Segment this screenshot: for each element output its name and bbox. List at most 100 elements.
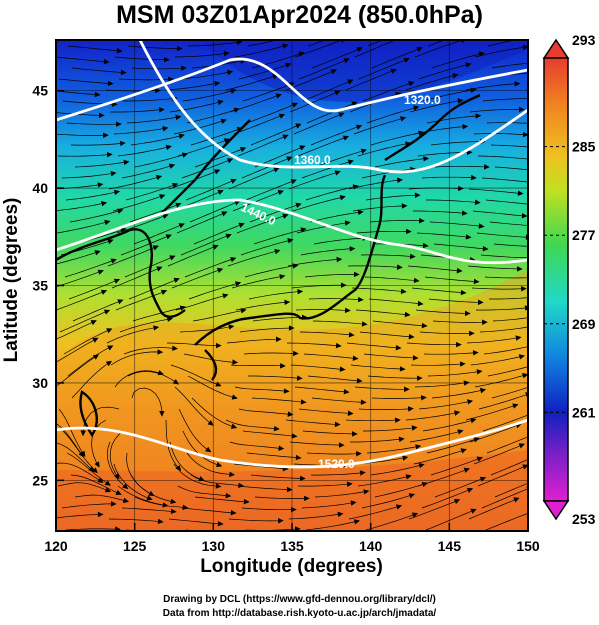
streamline	[479, 326, 528, 333]
streamline-arrow	[590, 250, 595, 254]
streamline-arrow	[477, 299, 484, 306]
streamline-arrow	[287, 411, 294, 417]
streamline-arrow	[360, 399, 367, 405]
streamline	[371, 397, 427, 399]
streamline-arrow	[294, 526, 301, 531]
streamline-arrow	[220, 118, 227, 125]
streamline-arrow	[519, 106, 525, 113]
streamline-arrow	[356, 47, 363, 53]
streamline	[130, 474, 176, 503]
streamline	[363, 353, 418, 359]
streamline	[425, 508, 477, 531]
streamline-arrow	[474, 199, 481, 206]
streamline-arrow	[295, 454, 302, 461]
streamline-arrow	[465, 234, 472, 240]
streamline	[130, 134, 185, 146]
streamline	[56, 56, 109, 63]
streamline-arrow	[347, 159, 354, 165]
streamline	[121, 164, 175, 179]
streamline	[125, 183, 178, 201]
streamline	[61, 172, 116, 179]
streamline	[173, 463, 221, 487]
streamline-arrow	[539, 224, 544, 228]
colorbar-bottom-arrow	[542, 500, 570, 521]
streamline-arrow	[404, 311, 411, 318]
streamline	[68, 279, 120, 300]
streamline	[422, 89, 476, 102]
streamline	[405, 74, 458, 91]
streamline-arrow	[588, 490, 593, 494]
streamline-arrow	[284, 299, 291, 306]
streamline-arrow	[119, 140, 126, 147]
streamline	[231, 275, 285, 289]
streamline	[408, 187, 464, 190]
streamline-arrow	[230, 510, 237, 516]
streamline	[306, 101, 358, 124]
streamline-arrow	[110, 171, 117, 177]
streamline	[186, 108, 240, 124]
streamline-arrow	[114, 473, 120, 480]
streamline	[286, 342, 341, 347]
streamline	[252, 316, 307, 322]
streamline	[365, 513, 418, 531]
streamline-arrow	[230, 178, 237, 184]
streamline	[287, 258, 342, 267]
streamline	[374, 482, 428, 498]
streamline	[246, 102, 298, 124]
streamline-arrow	[158, 107, 165, 113]
streamline	[346, 342, 401, 349]
streamline-arrow	[162, 213, 169, 219]
y-tick-label: 35	[32, 278, 48, 294]
streamline	[292, 196, 346, 212]
streamline	[345, 69, 397, 91]
streamline	[350, 364, 405, 370]
streamline-arrow	[103, 309, 111, 315]
streamline-arrow	[304, 495, 310, 502]
streamline-arrow	[170, 498, 177, 504]
streamline	[70, 142, 125, 146]
streamline-arrow	[395, 345, 402, 351]
streamline-arrow	[351, 101, 358, 107]
streamline-arrow	[168, 76, 174, 83]
streamline-arrow	[452, 73, 459, 79]
streamline	[414, 40, 464, 58]
streamline-arrow	[334, 90, 341, 96]
streamline	[56, 423, 84, 457]
streamline-arrow	[336, 256, 343, 263]
streamline	[56, 514, 103, 519]
streamline-arrow	[521, 373, 528, 379]
streamline	[227, 249, 280, 267]
streamline	[310, 125, 362, 146]
streamline-arrow	[239, 147, 247, 153]
streamline	[132, 306, 186, 322]
streamline-arrow	[165, 234, 172, 240]
x-axis-label: Longitude (degrees)	[200, 556, 383, 577]
streamline	[303, 353, 358, 360]
streamline-arrow	[215, 483, 222, 489]
streamline	[113, 127, 168, 135]
streamline	[131, 387, 163, 416]
streamline	[432, 320, 488, 323]
streamline-arrow	[595, 200, 599, 204]
streamline	[174, 52, 229, 58]
streamline-arrow	[587, 159, 592, 163]
streamline	[470, 355, 525, 366]
streamline	[350, 438, 404, 443]
streamline-arrow	[106, 328, 113, 334]
streamline	[354, 386, 409, 390]
streamline-arrow	[535, 203, 540, 207]
streamline	[409, 430, 463, 443]
streamline-arrow	[411, 425, 418, 431]
streamline-arrow	[464, 310, 471, 317]
streamline-arrow	[172, 182, 179, 189]
streamline-arrow	[421, 481, 428, 488]
streamline-arrow	[584, 466, 589, 470]
credit-line-data: Data from http://database.rish.kyoto-u.a…	[162, 608, 437, 619]
streamline-arrow	[538, 295, 543, 299]
streamline	[297, 136, 349, 157]
streamline-arrow	[457, 429, 464, 435]
streamline-arrow	[217, 189, 224, 195]
streamline	[233, 463, 288, 470]
streamline-arrow	[532, 343, 537, 347]
streamline	[74, 494, 129, 502]
